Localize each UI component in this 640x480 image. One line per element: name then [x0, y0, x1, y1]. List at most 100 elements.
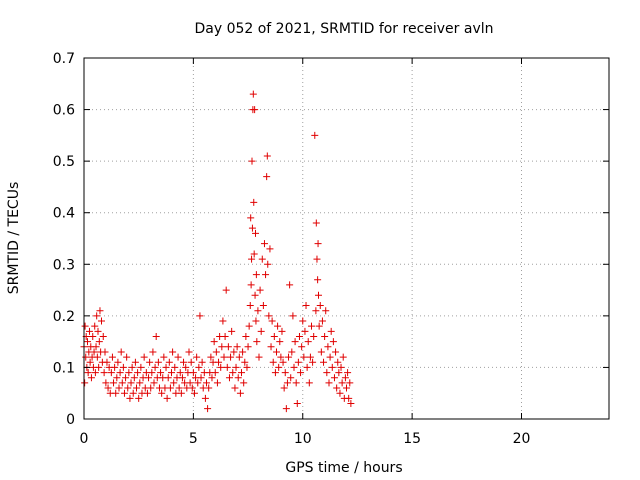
data-point — [110, 379, 118, 387]
data-point — [269, 358, 277, 366]
data-point — [278, 327, 286, 335]
data-point — [118, 379, 126, 387]
data-point — [124, 384, 132, 392]
data-point — [304, 338, 312, 346]
data-point — [252, 271, 260, 279]
data-point — [221, 332, 229, 340]
data-point — [230, 348, 238, 356]
data-point — [115, 384, 123, 392]
data-point — [277, 353, 285, 361]
data-point — [96, 307, 104, 315]
data-point — [250, 250, 258, 258]
data-point — [100, 369, 108, 377]
data-point — [189, 369, 197, 377]
data-point — [158, 389, 166, 397]
data-point — [87, 374, 95, 382]
x-tick-label: 15 — [403, 431, 421, 447]
data-point — [130, 374, 138, 382]
data-point — [150, 379, 158, 387]
data-point — [275, 363, 283, 371]
plot-frame — [83, 57, 610, 420]
data-point — [135, 394, 143, 402]
data-point — [252, 317, 260, 325]
data-point — [119, 363, 127, 371]
data-point — [288, 348, 296, 356]
data-point — [289, 312, 297, 320]
data-point — [128, 363, 136, 371]
data-point — [268, 317, 276, 325]
data-point — [193, 353, 201, 361]
data-point — [233, 343, 241, 351]
data-point — [311, 131, 319, 139]
data-point — [112, 389, 120, 397]
y-tick-label: 0.3 — [53, 257, 75, 273]
data-point — [171, 363, 179, 371]
data-point — [123, 353, 131, 361]
data-point — [300, 353, 308, 361]
data-point — [162, 363, 170, 371]
data-point — [262, 271, 270, 279]
data-point — [134, 369, 142, 377]
data-point — [313, 255, 321, 263]
data-point — [220, 353, 228, 361]
data-point — [227, 353, 235, 361]
data-point — [347, 400, 355, 408]
data-point — [312, 219, 320, 227]
data-point — [185, 348, 193, 356]
data-point — [330, 374, 338, 382]
y-tick-label: 0.6 — [53, 103, 75, 119]
data-point — [81, 322, 89, 330]
y-tick-label: 0.1 — [53, 360, 75, 376]
data-point — [90, 348, 98, 356]
data-point — [280, 384, 288, 392]
data-point — [104, 384, 112, 392]
data-point — [273, 348, 280, 356]
y-tick-label: 0.5 — [53, 154, 75, 170]
data-point — [312, 307, 320, 315]
data-point — [258, 255, 266, 263]
data-point — [274, 322, 282, 330]
data-point — [338, 379, 346, 387]
x-axis-label: GPS time / hours — [285, 460, 402, 476]
data-point — [279, 358, 287, 366]
data-point — [205, 384, 213, 392]
data-point — [122, 374, 130, 382]
data-point — [337, 363, 345, 371]
data-point — [309, 358, 317, 366]
data-point — [152, 332, 160, 340]
data-point — [125, 369, 133, 377]
data-point — [99, 332, 107, 340]
data-point — [264, 260, 272, 268]
data-point — [241, 358, 249, 366]
data-point — [168, 369, 175, 377]
data-point — [107, 369, 115, 377]
data-point — [265, 312, 273, 320]
data-point — [336, 389, 344, 397]
data-point — [286, 281, 294, 289]
data-point — [95, 338, 103, 346]
data-point — [126, 394, 134, 402]
data-point — [170, 379, 178, 387]
data-point — [294, 358, 302, 366]
data-point — [302, 302, 310, 310]
data-point — [263, 152, 271, 160]
data-point — [149, 348, 157, 356]
data-point — [321, 332, 329, 340]
data-point — [201, 394, 209, 402]
data-point — [131, 358, 139, 366]
data-point — [320, 358, 328, 366]
data-point — [164, 374, 172, 382]
data-point — [322, 307, 330, 315]
data-point — [341, 374, 349, 382]
data-point — [113, 374, 121, 382]
data-point — [239, 348, 247, 356]
data-point — [182, 363, 190, 371]
grid-lines — [84, 58, 609, 419]
data-point — [188, 384, 196, 392]
data-point — [301, 327, 309, 335]
data-point — [248, 255, 256, 263]
data-point — [328, 363, 336, 371]
data-point — [129, 389, 137, 397]
data-point — [270, 332, 278, 340]
